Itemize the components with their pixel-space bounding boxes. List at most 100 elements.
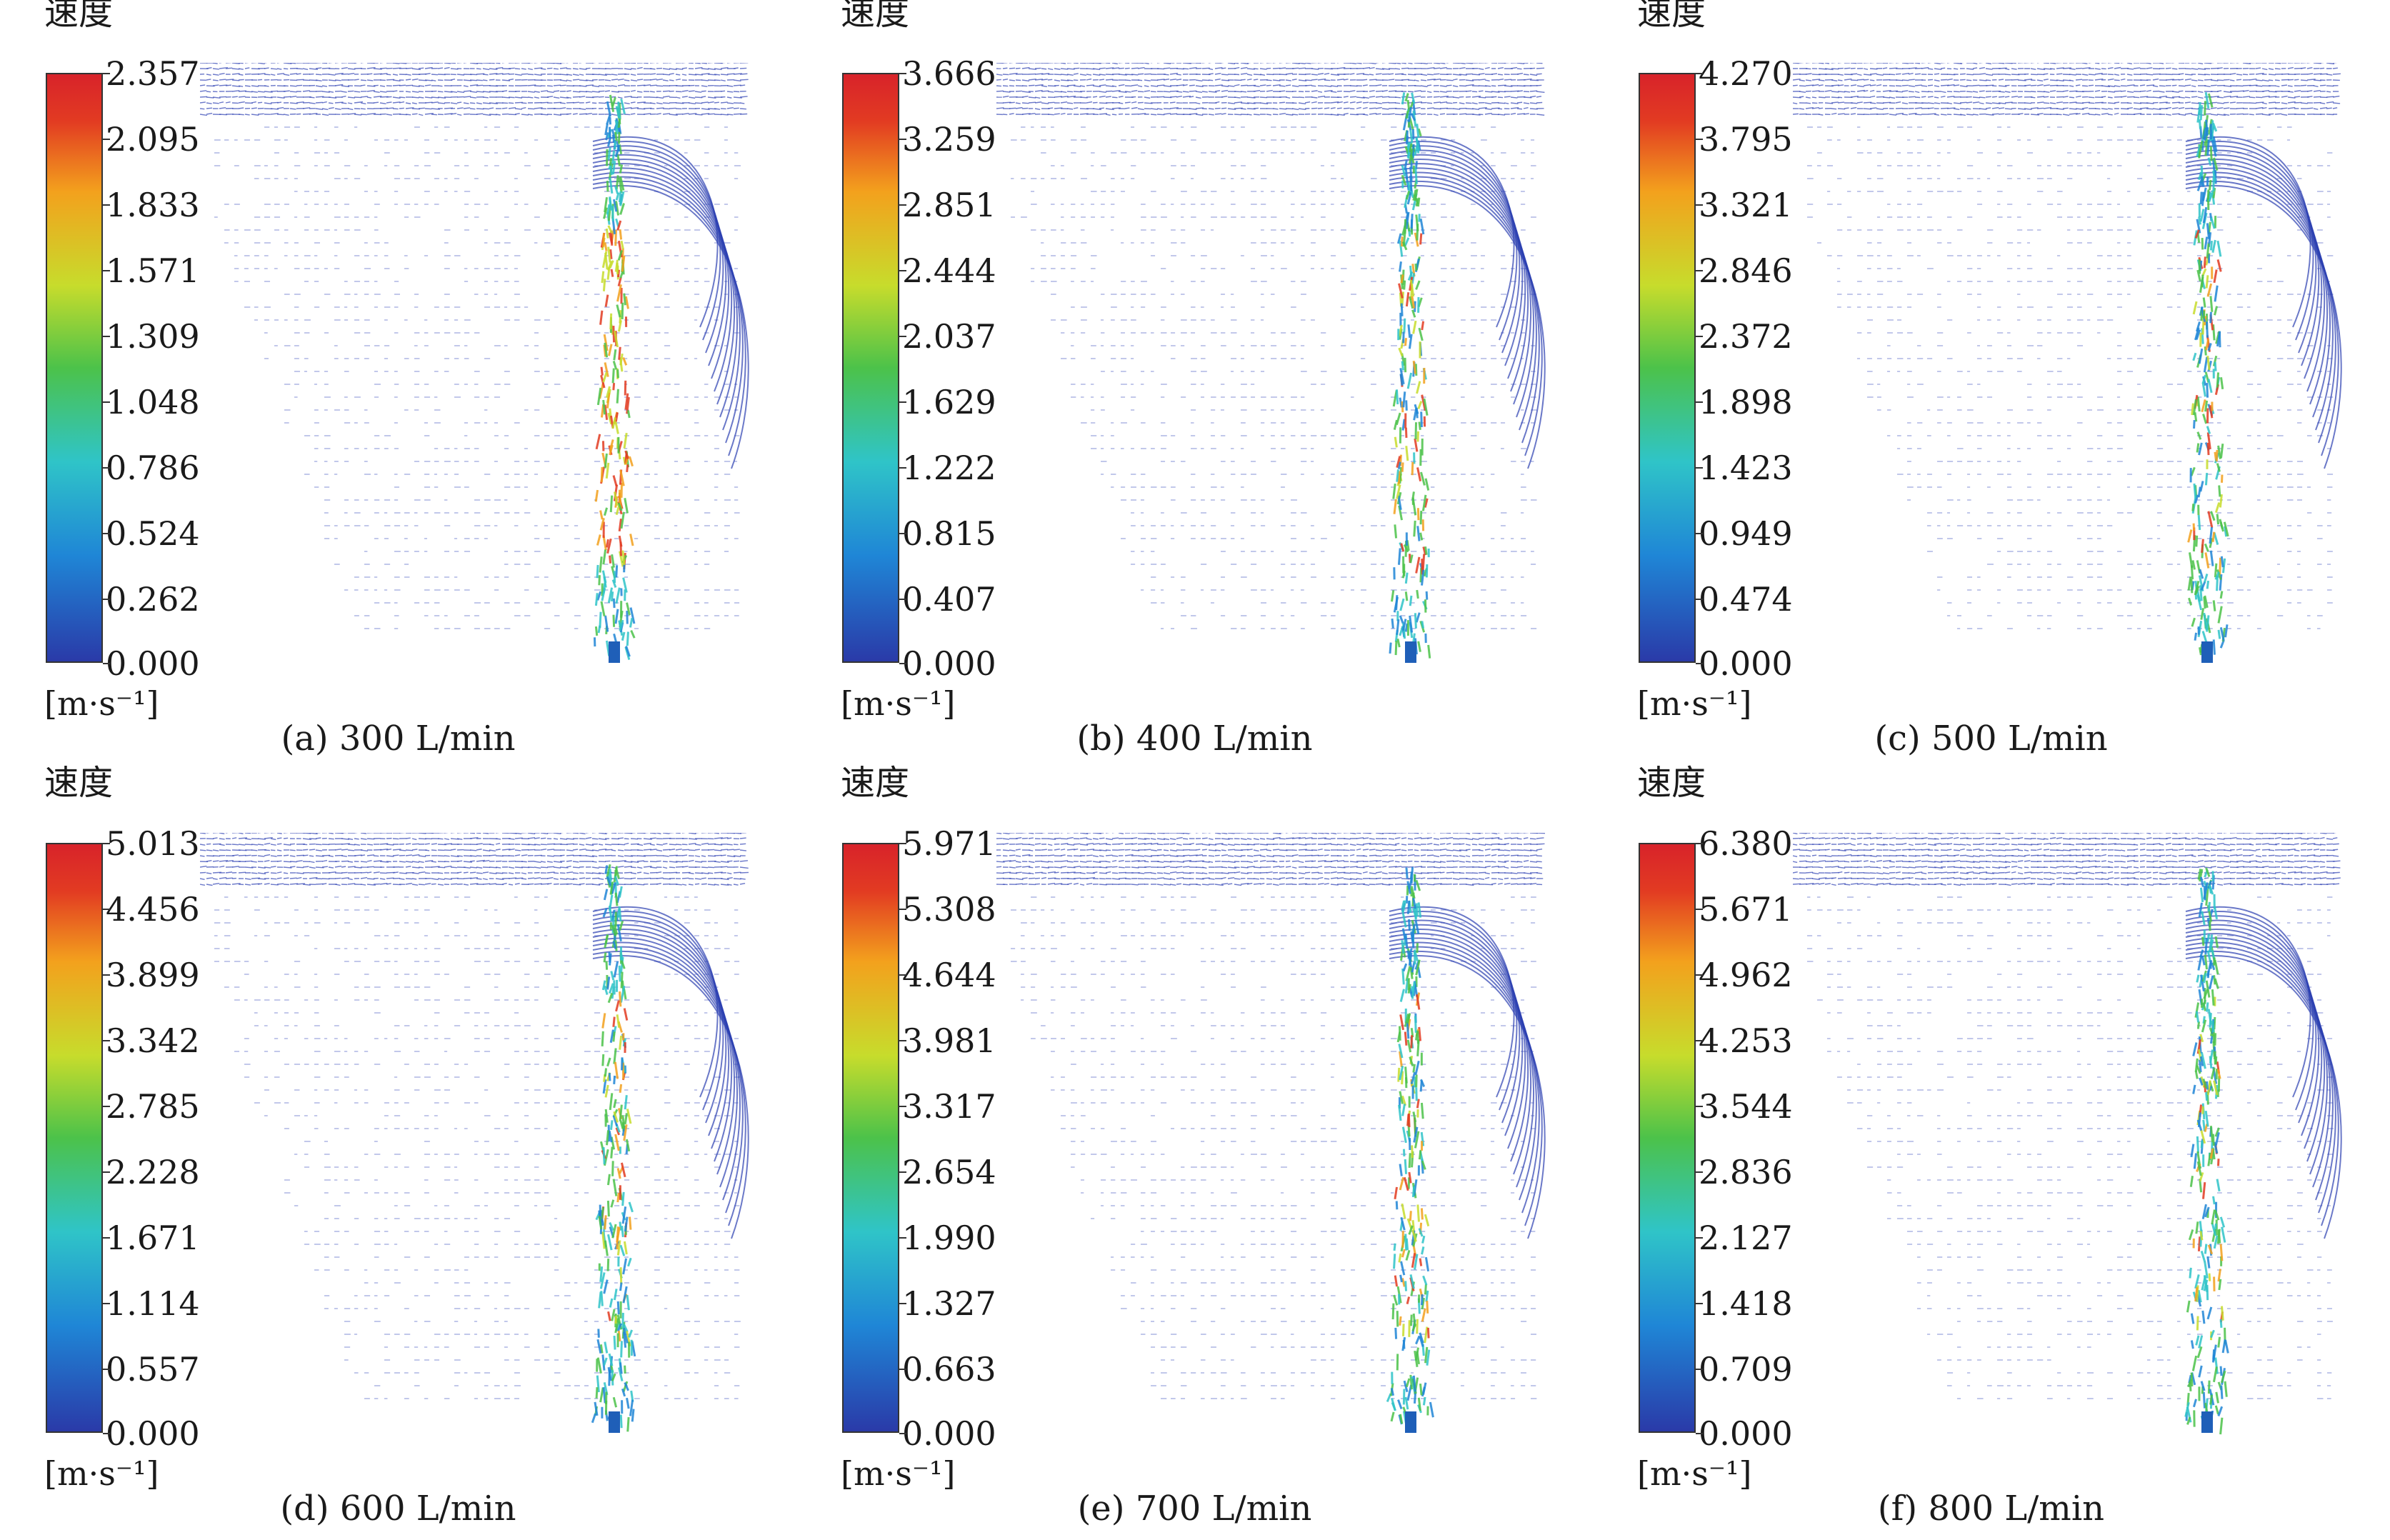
unit-label: [m·s⁻¹] bbox=[841, 1454, 956, 1493]
tick-label: 0.786 bbox=[106, 449, 200, 487]
legend-title: 速度 bbox=[841, 0, 910, 33]
panel-e: 速度 5.971 5.308 4.644 3.981 3.317 2.654 1… bbox=[796, 766, 1593, 1540]
tick-label: 5.013 bbox=[106, 824, 200, 863]
tick-label: 1.114 bbox=[106, 1284, 200, 1323]
tick-label: 4.270 bbox=[1699, 54, 1793, 93]
tick-label: 3.544 bbox=[1699, 1087, 1793, 1126]
tick-mark bbox=[103, 1237, 110, 1239]
tick-label: 0.000 bbox=[1699, 644, 1793, 683]
tick-mark bbox=[899, 467, 906, 469]
tick-label: 3.981 bbox=[902, 1021, 996, 1060]
tick-label: 2.851 bbox=[902, 186, 996, 224]
tick-mark bbox=[103, 204, 110, 206]
tick-mark bbox=[899, 1040, 906, 1041]
tick-label: 4.962 bbox=[1699, 956, 1793, 994]
tick-label: 1.629 bbox=[902, 383, 996, 421]
tick-label: 2.372 bbox=[1699, 317, 1793, 356]
colorbar bbox=[46, 843, 103, 1433]
tick-label: 0.557 bbox=[106, 1350, 200, 1389]
tick-mark bbox=[1696, 1106, 1703, 1107]
tick-mark bbox=[899, 533, 906, 534]
tick-mark bbox=[899, 1171, 906, 1173]
colorbar bbox=[1639, 73, 1696, 663]
tick-mark bbox=[899, 73, 906, 74]
tick-mark bbox=[899, 204, 906, 206]
tick-mark bbox=[1696, 336, 1703, 337]
tick-mark bbox=[899, 270, 906, 271]
tick-label: 0.709 bbox=[1699, 1350, 1793, 1389]
tick-label: 2.228 bbox=[106, 1153, 200, 1191]
tick-label: 0.262 bbox=[106, 580, 200, 619]
velocity-vector-field bbox=[200, 833, 749, 1433]
tick-label: 1.222 bbox=[902, 449, 996, 487]
tick-label: 3.259 bbox=[902, 120, 996, 159]
tick-mark bbox=[103, 270, 110, 271]
tick-label: 0.000 bbox=[902, 1414, 996, 1453]
tick-mark bbox=[1696, 1303, 1703, 1304]
vector-arrows bbox=[200, 833, 749, 1399]
velocity-vector-field bbox=[1793, 833, 2342, 1435]
panel-f: 速度 6.380 5.671 4.962 4.253 3.544 2.836 2… bbox=[1593, 766, 2389, 1540]
tick-mark bbox=[899, 336, 906, 337]
jet-plume bbox=[1389, 92, 1431, 663]
jet-plume bbox=[2184, 867, 2229, 1435]
tick-mark bbox=[103, 663, 110, 664]
tick-label: 4.253 bbox=[1699, 1021, 1793, 1060]
tick-mark bbox=[1696, 1237, 1703, 1239]
tick-label: 0.000 bbox=[1699, 1414, 1793, 1453]
unit-label: [m·s⁻¹] bbox=[841, 684, 956, 723]
tick-mark bbox=[103, 1433, 110, 1434]
tick-label: 0.407 bbox=[902, 580, 996, 619]
panel-c: 速度 4.270 3.795 3.321 2.846 2.372 1.898 1… bbox=[1593, 0, 2389, 770]
velocity-vector-field bbox=[1793, 63, 2342, 663]
tick-label: 3.795 bbox=[1699, 120, 1793, 159]
velocity-vector-field bbox=[996, 833, 1546, 1433]
legend-title: 速度 bbox=[44, 0, 114, 33]
vector-arrows bbox=[996, 63, 1546, 629]
tick-label: 6.380 bbox=[1699, 824, 1793, 863]
tick-label: 3.342 bbox=[106, 1021, 200, 1060]
tick-label: 2.785 bbox=[106, 1087, 200, 1126]
colorbar bbox=[842, 843, 899, 1433]
panel-caption: (c) 500 L/min bbox=[1874, 719, 2108, 759]
tick-mark bbox=[1696, 1433, 1703, 1434]
tick-label: 0.663 bbox=[902, 1350, 996, 1389]
jet-plume bbox=[1386, 866, 1434, 1433]
tick-label: 0.949 bbox=[1699, 514, 1793, 553]
vector-arrows bbox=[200, 63, 749, 629]
panel-a: 速度 2.357 2.095 1.833 1.571 1.309 1.048 0… bbox=[0, 0, 796, 770]
tick-mark bbox=[1696, 1369, 1703, 1370]
tick-mark bbox=[1696, 270, 1703, 271]
tick-mark bbox=[1696, 843, 1703, 844]
tick-mark bbox=[1696, 204, 1703, 206]
tick-mark bbox=[1696, 73, 1703, 74]
tick-mark bbox=[1696, 909, 1703, 910]
tick-label: 0.000 bbox=[106, 644, 200, 683]
tick-mark bbox=[899, 974, 906, 976]
tick-label: 1.418 bbox=[1699, 1284, 1793, 1323]
tick-mark bbox=[1696, 139, 1703, 140]
tick-mark bbox=[103, 1171, 110, 1173]
tick-mark bbox=[899, 663, 906, 664]
tick-mark bbox=[899, 843, 906, 844]
tick-label: 2.095 bbox=[106, 120, 200, 159]
tick-mark bbox=[103, 467, 110, 469]
tick-mark bbox=[103, 599, 110, 600]
tick-label: 2.357 bbox=[106, 54, 200, 93]
tick-label: 0.000 bbox=[902, 644, 996, 683]
tick-label: 3.317 bbox=[902, 1087, 996, 1126]
legend-title: 速度 bbox=[44, 763, 114, 803]
tick-label: 1.898 bbox=[1699, 383, 1793, 421]
panel-d: 速度 5.013 4.456 3.899 3.342 2.785 2.228 1… bbox=[0, 766, 796, 1540]
tick-label: 1.833 bbox=[106, 186, 200, 224]
tick-label: 3.899 bbox=[106, 956, 200, 994]
unit-label: [m·s⁻¹] bbox=[44, 1454, 159, 1493]
vector-arrows bbox=[1793, 833, 2342, 1399]
velocity-vector-field bbox=[200, 63, 749, 663]
tick-mark bbox=[103, 401, 110, 403]
unit-label: [m·s⁻¹] bbox=[1637, 684, 1752, 723]
tick-mark bbox=[899, 909, 906, 910]
panel-caption: (a) 300 L/min bbox=[281, 719, 516, 759]
tick-mark bbox=[899, 1237, 906, 1239]
tick-label: 4.644 bbox=[902, 956, 996, 994]
